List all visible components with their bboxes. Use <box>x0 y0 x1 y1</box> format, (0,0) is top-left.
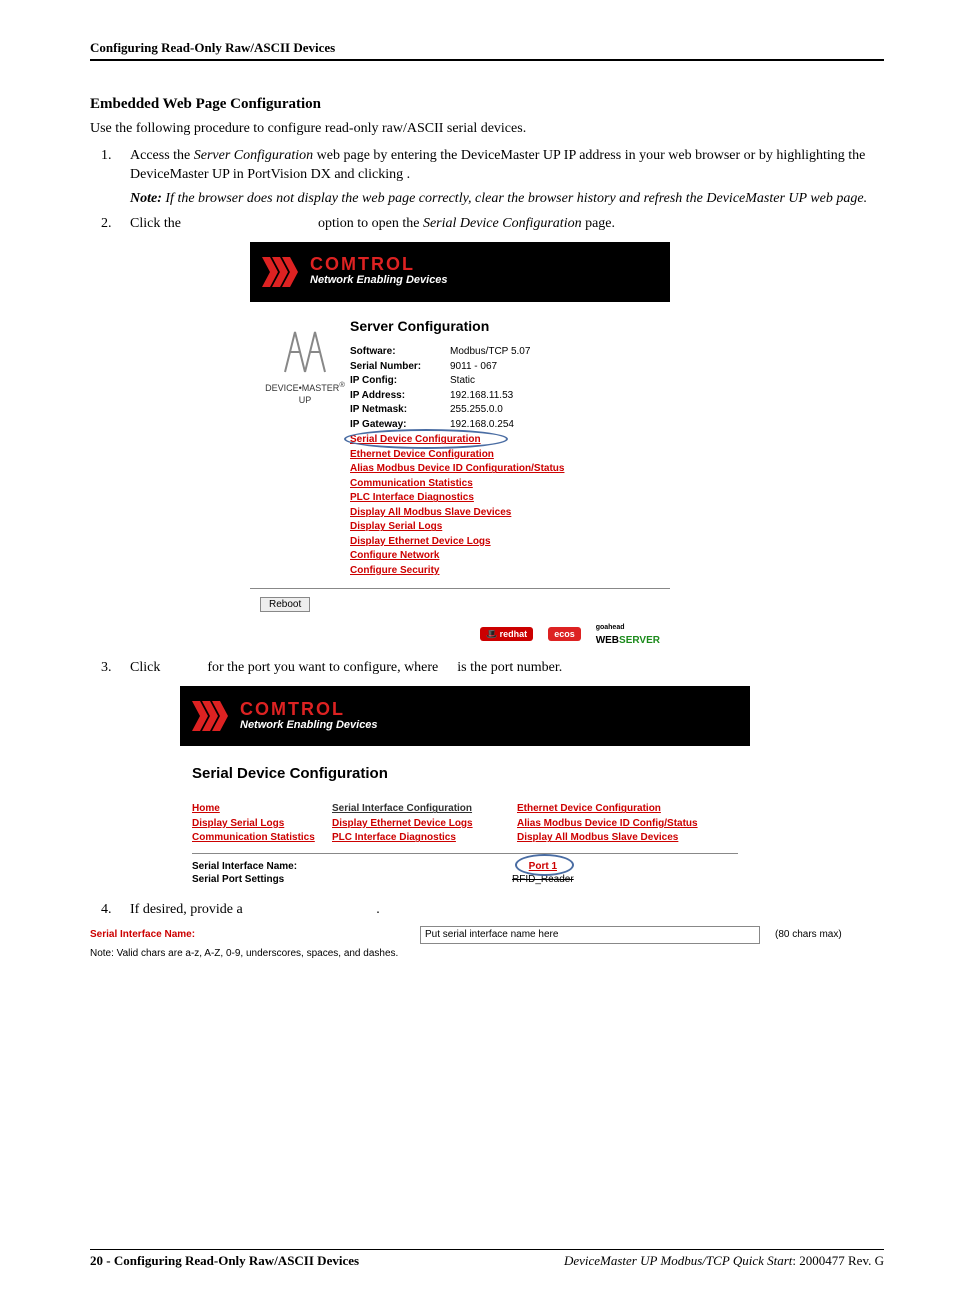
step-4: If desired, provide a . <box>115 901 884 920</box>
serial-port-settings-label: Serial Port Settings <box>192 873 512 887</box>
link-display-serial-logs-2[interactable]: Display Serial Logs <box>192 817 322 831</box>
link-display-ethernet-logs[interactable]: Display Ethernet Device Logs <box>350 535 660 549</box>
footer-logos: 🎩 redhat ecos goaheadWEBSERVER <box>250 614 670 651</box>
siname-validchars-note: Note: Valid chars are a-z, A-Z, 0-9, und… <box>90 948 884 959</box>
comtrol-logo-text: COMTROL <box>310 255 448 273</box>
link-serial-device-config[interactable]: Serial Device Configuration <box>350 433 481 447</box>
comtrol-tagline: Network Enabling Devices <box>310 273 448 288</box>
screenshot-serial-device-config: COMTROL Network Enabling Devices Serial … <box>180 686 750 893</box>
link-display-modbus-slaves-2[interactable]: Display All Modbus Slave Devices <box>517 831 678 845</box>
link-display-modbus-slaves[interactable]: Display All Modbus Slave Devices <box>350 506 660 520</box>
siname-max-note: (80 chars max) <box>775 929 842 940</box>
redhat-logo: 🎩 redhat <box>480 627 533 641</box>
section-title: Embedded Web Page Configuration <box>90 96 884 113</box>
step-1: Access the Server Configuration web page… <box>115 147 884 209</box>
serial-interface-name-row: Serial Interface Name: (80 chars max) <box>90 926 884 944</box>
link-alias-modbus-2[interactable]: Alias Modbus Device ID Config/Status <box>517 817 698 831</box>
page-footer: 20 - Configuring Read-Only Raw/ASCII Dev… <box>90 1249 884 1269</box>
link-plc-diag[interactable]: PLC Interface Diagnostics <box>350 491 660 505</box>
reboot-button[interactable]: Reboot <box>260 597 310 612</box>
link-configure-network[interactable]: Configure Network <box>350 549 660 563</box>
comtrol-logo-icon <box>262 252 302 292</box>
sdc-title: Serial Device Configuration <box>192 764 738 784</box>
link-plc-diag-2[interactable]: PLC Interface Diagnostics <box>332 831 507 845</box>
link-home[interactable]: Home <box>192 802 322 816</box>
step-3: Click for the port you want to configure… <box>115 659 884 893</box>
link-alias-modbus[interactable]: Alias Modbus Device ID Configuration/Sta… <box>350 462 660 476</box>
rfid-reader-text: RFID_Reader <box>512 874 574 885</box>
intro-text: Use the following procedure to configure… <box>90 121 884 137</box>
link-ethernet-device-config[interactable]: Ethernet Device Configuration <box>350 448 660 462</box>
link-display-serial-logs[interactable]: Display Serial Logs <box>350 520 660 534</box>
server-config-title: Server Configuration <box>350 317 660 336</box>
note-block: Note: If the browser does not display th… <box>130 190 884 209</box>
webserver-logo: goaheadWEBSERVER <box>596 620 660 647</box>
devicemaster-graphic: DEVICE•MASTER® UP <box>260 317 350 579</box>
link-configure-security[interactable]: Configure Security <box>350 564 660 578</box>
running-header: Configuring Read-Only Raw/ASCII Devices <box>90 40 884 61</box>
serial-interface-name-label: Serial Interface Name: <box>192 860 512 874</box>
siname-field-label: Serial Interface Name: <box>90 929 420 940</box>
ecos-logo: ecos <box>548 627 581 641</box>
link-comm-stats[interactable]: Communication Statistics <box>350 477 660 491</box>
link-comm-stats-2[interactable]: Communication Statistics <box>192 831 322 845</box>
link-port-1[interactable]: Port 1 <box>529 861 557 872</box>
link-serial-interface-config: Serial Interface Configuration <box>332 802 507 816</box>
step-2: Click the option to open the Serial Devi… <box>115 215 884 652</box>
comtrol-header-2: COMTROL Network Enabling Devices <box>180 686 750 746</box>
screenshot-server-config: COMTROL Network Enabling Devices DEVICE•… <box>250 242 670 652</box>
link-display-ethernet-logs-2[interactable]: Display Ethernet Device Logs <box>332 817 507 831</box>
siname-input[interactable] <box>420 926 760 944</box>
link-ethernet-device-config-2[interactable]: Ethernet Device Configuration <box>517 802 661 816</box>
comtrol-logo-icon-2 <box>192 696 232 736</box>
comtrol-header: COMTROL Network Enabling Devices <box>250 242 670 302</box>
